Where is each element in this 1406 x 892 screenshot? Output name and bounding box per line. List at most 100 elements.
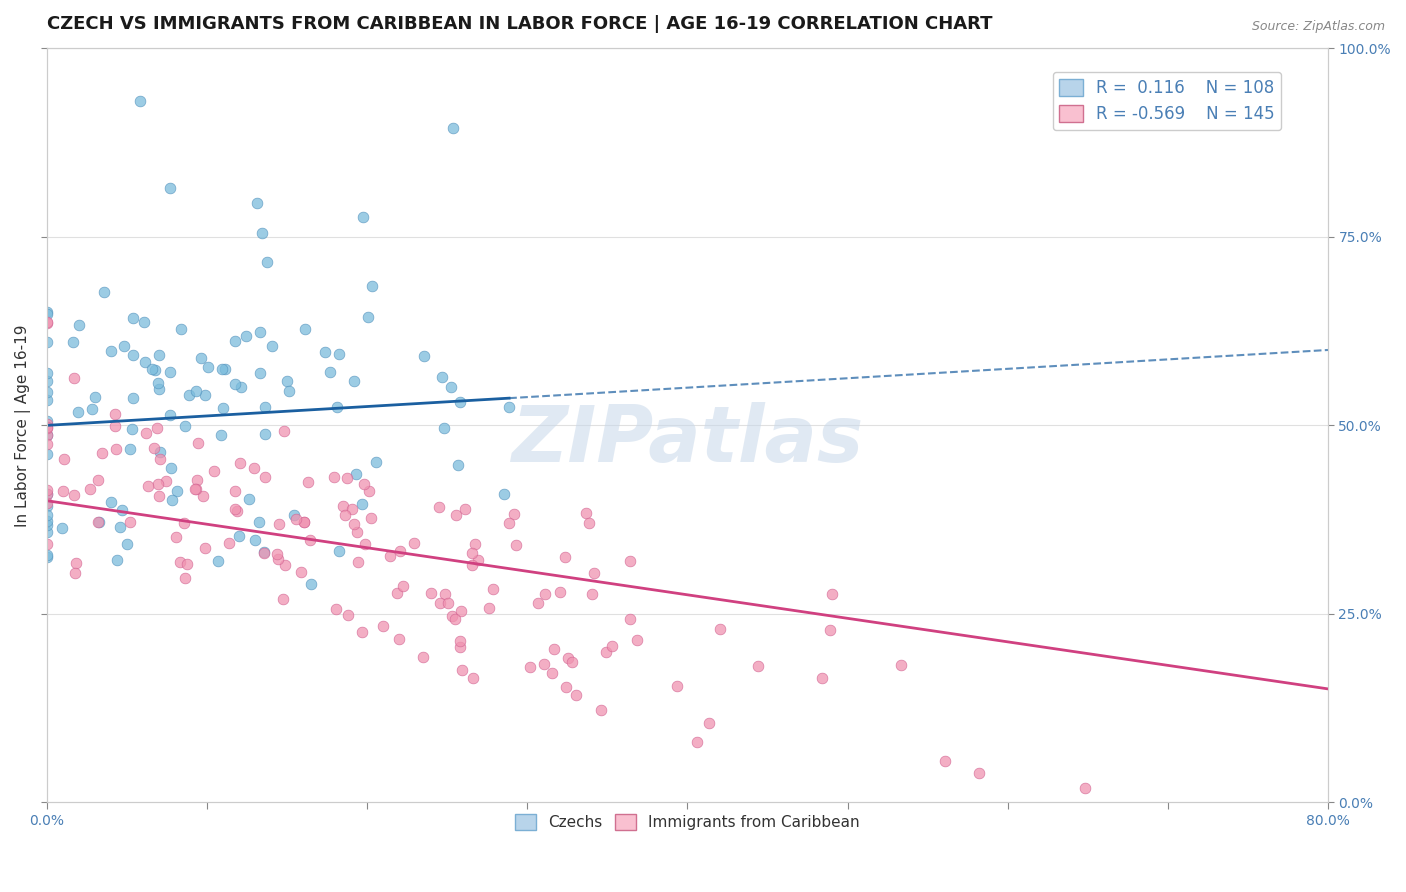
Point — [260, 339, 283, 353]
Point — [83, 390, 105, 404]
Point — [299, 576, 322, 591]
Point — [575, 506, 598, 520]
Point — [709, 622, 731, 636]
Point — [146, 421, 169, 435]
Point — [91, 446, 114, 460]
Point — [243, 533, 266, 547]
Point — [160, 461, 183, 475]
Point — [267, 552, 290, 566]
Point — [249, 325, 271, 339]
Point — [582, 566, 605, 580]
Point — [35, 495, 58, 509]
Point — [333, 508, 356, 523]
Point — [35, 393, 58, 408]
Point — [174, 418, 197, 433]
Point — [430, 369, 453, 384]
Point — [352, 210, 374, 224]
Point — [360, 511, 382, 525]
Point — [35, 315, 58, 329]
Point — [297, 475, 319, 490]
Point — [256, 255, 278, 269]
Point — [243, 461, 266, 475]
Point — [533, 657, 555, 672]
Point — [346, 525, 368, 540]
Point — [194, 388, 217, 402]
Point — [35, 548, 58, 562]
Point — [159, 181, 181, 195]
Point — [934, 754, 956, 768]
Point — [366, 455, 388, 469]
Point — [747, 659, 769, 673]
Point — [169, 555, 191, 569]
Point — [35, 486, 58, 500]
Point — [187, 435, 209, 450]
Point — [589, 703, 612, 717]
Point — [184, 482, 207, 496]
Point — [619, 612, 641, 626]
Point — [165, 530, 187, 544]
Point — [388, 632, 411, 646]
Point — [434, 587, 457, 601]
Point — [273, 424, 295, 438]
Point — [246, 195, 269, 210]
Point — [578, 516, 600, 530]
Point — [388, 544, 411, 558]
Point — [461, 546, 484, 560]
Point — [1074, 781, 1097, 796]
Point — [685, 734, 707, 748]
Point — [134, 355, 156, 369]
Point — [337, 608, 360, 623]
Point — [35, 366, 58, 380]
Point — [444, 612, 467, 626]
Point — [361, 278, 384, 293]
Point — [35, 487, 58, 501]
Point — [385, 586, 408, 600]
Point — [326, 400, 349, 414]
Point — [561, 655, 583, 669]
Point — [79, 482, 101, 496]
Point — [87, 473, 110, 487]
Point — [134, 315, 156, 329]
Point — [148, 489, 170, 503]
Point — [104, 418, 127, 433]
Point — [67, 318, 90, 333]
Point — [429, 596, 451, 610]
Point — [391, 578, 413, 592]
Point — [146, 376, 169, 391]
Point — [149, 445, 172, 459]
Point — [353, 476, 375, 491]
Point — [378, 549, 401, 563]
Point — [440, 380, 463, 394]
Point — [420, 586, 443, 600]
Point — [228, 529, 250, 543]
Point — [292, 515, 315, 529]
Point — [35, 427, 58, 442]
Point — [228, 456, 250, 470]
Point — [498, 516, 520, 530]
Point — [253, 401, 276, 415]
Point — [269, 516, 291, 531]
Point — [314, 344, 336, 359]
Point — [136, 479, 159, 493]
Point — [821, 587, 844, 601]
Point — [35, 317, 58, 331]
Point — [87, 515, 110, 529]
Point — [141, 362, 163, 376]
Point — [173, 516, 195, 530]
Point — [63, 488, 86, 502]
Point — [211, 362, 233, 376]
Point — [482, 582, 505, 597]
Point — [343, 374, 366, 388]
Point — [526, 596, 548, 610]
Point — [159, 408, 181, 422]
Point — [224, 334, 246, 348]
Point — [564, 688, 586, 702]
Point — [211, 401, 233, 416]
Point — [108, 520, 131, 534]
Point — [224, 377, 246, 392]
Point — [342, 502, 364, 516]
Point — [464, 537, 486, 551]
Point — [278, 384, 301, 398]
Point — [229, 380, 252, 394]
Point — [283, 508, 305, 522]
